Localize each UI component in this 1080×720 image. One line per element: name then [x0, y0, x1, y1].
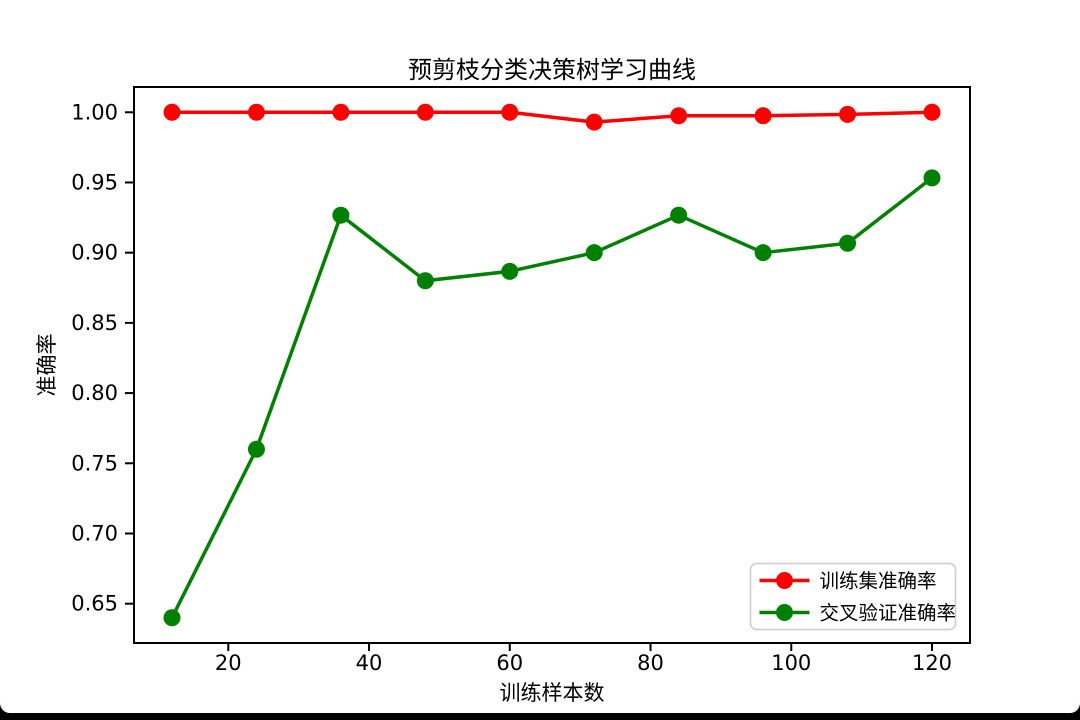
series-0-point-2 [332, 103, 350, 121]
series-1-point-9 [923, 169, 941, 187]
x-tick-label-1: 40 [356, 651, 383, 675]
series-1-point-2 [332, 206, 350, 224]
y-tick-label-2: 0.75 [71, 451, 118, 475]
legend-item-1-marker [776, 604, 793, 621]
y-tick-label-7: 1.00 [71, 100, 118, 124]
x-axis-label: 训练样本数 [499, 681, 605, 705]
legend-item-1-label: 交叉验证准确率 [820, 602, 957, 625]
y-tick-label-4: 0.85 [71, 311, 118, 335]
series-0-point-7 [754, 107, 772, 125]
series-0-point-3 [416, 103, 434, 121]
series-0-point-0 [163, 103, 181, 121]
series-1-point-0 [163, 609, 181, 627]
series-1-point-7 [754, 244, 772, 262]
series-0-point-1 [247, 103, 265, 121]
x-tick-label-2: 60 [496, 651, 523, 675]
series-1-point-1 [247, 440, 265, 458]
legend-item-0-label: 训练集准确率 [820, 570, 937, 593]
y-tick-label-1: 0.70 [71, 521, 118, 545]
y-tick-label-0: 0.65 [71, 592, 118, 616]
series-0-point-8 [839, 105, 857, 123]
y-tick-label-6: 0.95 [71, 170, 118, 194]
series-line-1 [170, 176, 934, 620]
x-tick-label-5: 120 [912, 651, 952, 675]
x-tick-label-0: 20 [215, 651, 242, 675]
y-tick-label-3: 0.80 [71, 381, 118, 405]
series-1-point-5 [585, 244, 603, 262]
axes-frame [133, 86, 971, 644]
series-0-point-6 [670, 107, 688, 125]
legend-item-0-marker [776, 572, 793, 589]
series-0-point-9 [923, 103, 941, 121]
series-0-point-5 [585, 113, 603, 131]
x-tick-label-3: 80 [637, 651, 664, 675]
y-tick-label-5: 0.90 [71, 241, 118, 265]
series-line-0 [170, 110, 934, 124]
series-1-point-8 [839, 234, 857, 252]
series-1-point-4 [501, 262, 519, 280]
series-1-point-6 [670, 206, 688, 224]
x-tick-label-4: 100 [771, 651, 811, 675]
chart-title: 预剪枝分类决策树学习曲线 [408, 56, 696, 84]
series-1-point-3 [416, 272, 434, 290]
series-0-point-4 [501, 103, 519, 121]
